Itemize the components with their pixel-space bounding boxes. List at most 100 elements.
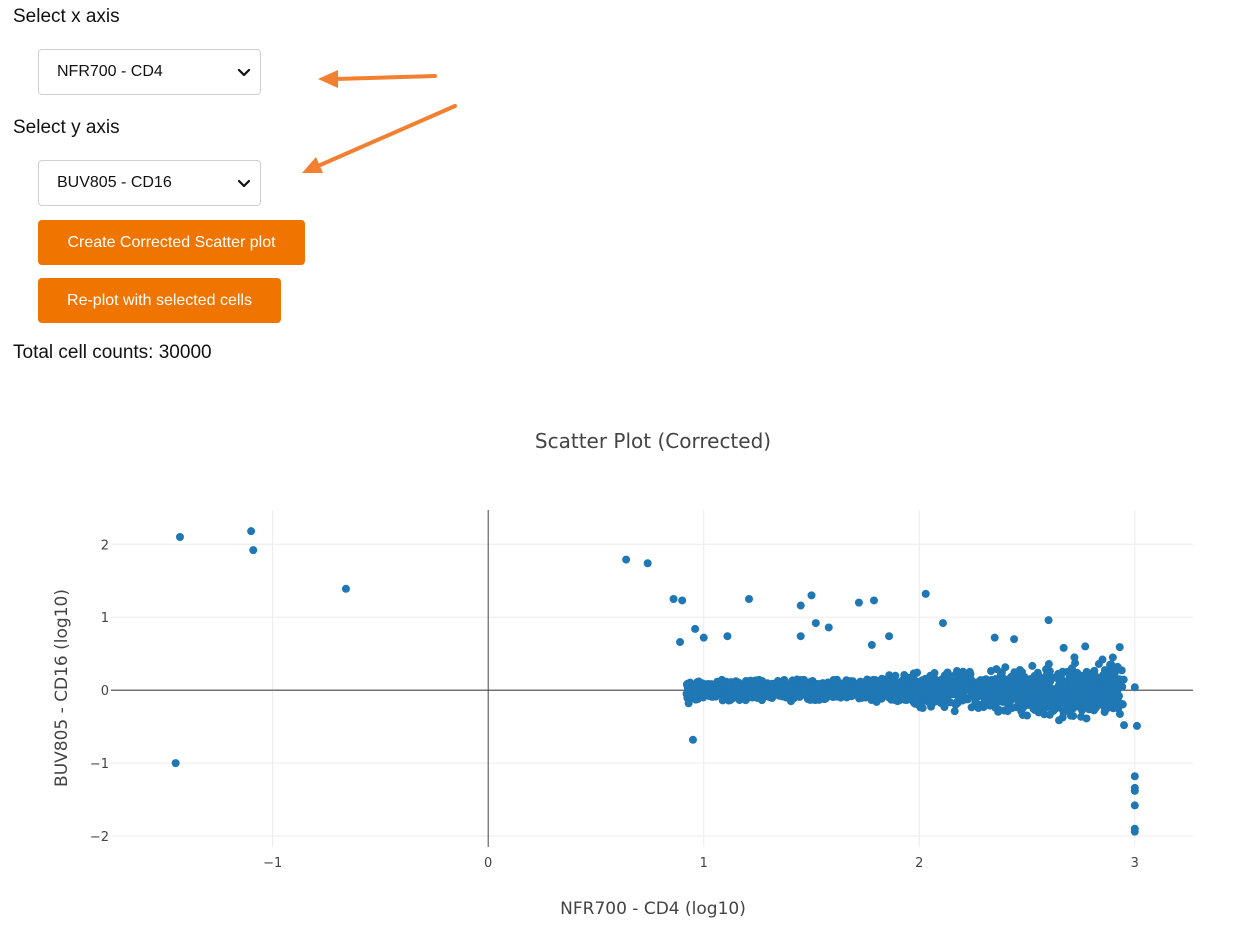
data-point[interactable] [171, 759, 180, 768]
data-point[interactable] [1028, 661, 1037, 670]
data-point[interactable] [1043, 671, 1052, 680]
data-point[interactable] [986, 694, 995, 703]
data-point[interactable] [1107, 701, 1116, 710]
data-point[interactable] [1113, 683, 1122, 692]
data-point[interactable] [952, 666, 961, 675]
data-point[interactable] [785, 682, 794, 691]
data-point[interactable] [1094, 700, 1103, 709]
data-point[interactable] [867, 640, 876, 649]
data-point[interactable] [718, 679, 727, 688]
replot-selected-cells-button[interactable]: Re-plot with selected cells [38, 278, 281, 323]
data-point[interactable] [1044, 660, 1053, 669]
data-point[interactable] [1032, 681, 1041, 690]
data-point[interactable] [688, 735, 697, 744]
data-point[interactable] [942, 681, 951, 690]
data-point[interactable] [870, 596, 879, 605]
data-point[interactable] [1059, 643, 1068, 652]
data-point[interactable] [957, 676, 966, 685]
data-point[interactable] [765, 693, 774, 702]
data-point[interactable] [856, 692, 865, 701]
data-point[interactable] [901, 686, 910, 695]
data-point[interactable] [965, 667, 974, 676]
data-point[interactable] [1018, 704, 1027, 713]
data-point[interactable] [987, 667, 996, 676]
data-point[interactable] [1006, 673, 1015, 682]
data-point[interactable] [894, 679, 903, 688]
data-point[interactable] [727, 692, 736, 701]
data-point[interactable] [1018, 710, 1027, 719]
data-point[interactable] [997, 668, 1006, 677]
data-point[interactable] [1132, 721, 1141, 730]
data-point[interactable] [981, 675, 990, 684]
data-point[interactable] [887, 678, 896, 687]
data-point[interactable] [921, 589, 930, 598]
data-point[interactable] [938, 675, 947, 684]
data-point[interactable] [1016, 669, 1025, 678]
data-point[interactable] [885, 632, 894, 641]
data-point[interactable] [854, 598, 863, 607]
data-point[interactable] [1069, 711, 1078, 720]
data-point[interactable] [938, 619, 947, 628]
x-axis-select[interactable]: NFR700 - CD4 [38, 49, 261, 95]
data-point[interactable] [1108, 695, 1117, 704]
data-point[interactable] [678, 596, 687, 605]
data-point[interactable] [800, 687, 809, 696]
data-point[interactable] [956, 689, 965, 698]
data-point[interactable] [1085, 705, 1094, 714]
data-point[interactable] [905, 673, 914, 682]
data-point[interactable] [1100, 708, 1109, 717]
data-point[interactable] [912, 696, 921, 705]
data-point[interactable] [807, 591, 816, 600]
data-point[interactable] [1130, 772, 1139, 781]
data-point[interactable] [824, 623, 833, 632]
data-point[interactable] [1014, 680, 1023, 689]
data-point[interactable] [1057, 704, 1066, 713]
data-point[interactable] [1071, 699, 1080, 708]
data-point[interactable] [683, 687, 692, 696]
data-point[interactable] [1039, 692, 1048, 701]
data-point[interactable] [746, 676, 755, 685]
data-point[interactable] [1070, 653, 1079, 662]
data-point[interactable] [1040, 710, 1049, 719]
data-point[interactable] [1080, 690, 1089, 699]
data-point[interactable] [1037, 701, 1046, 710]
data-point[interactable] [808, 687, 817, 696]
data-point[interactable] [796, 601, 805, 610]
data-point[interactable] [705, 692, 714, 701]
data-point[interactable] [1033, 674, 1042, 683]
data-point[interactable] [1077, 712, 1086, 721]
data-point[interactable] [741, 687, 750, 696]
data-point[interactable] [994, 705, 1003, 714]
data-point[interactable] [950, 707, 959, 716]
data-point[interactable] [1009, 692, 1018, 701]
data-point[interactable] [947, 689, 956, 698]
data-point[interactable] [799, 676, 808, 685]
scatter-plot[interactable]: Scatter Plot (Corrected) −1 0 1 2 3 −2−1012 … [0, 395, 1254, 935]
data-point[interactable] [885, 671, 894, 680]
data-point[interactable] [1130, 683, 1139, 692]
data-point[interactable] [891, 671, 900, 680]
data-point[interactable] [1044, 699, 1053, 708]
data-point[interactable] [1010, 635, 1019, 644]
data-point[interactable] [1025, 684, 1034, 693]
data-point[interactable] [684, 699, 693, 708]
data-point[interactable] [643, 559, 652, 568]
data-point[interactable] [676, 638, 685, 647]
data-point[interactable] [749, 684, 758, 693]
data-point[interactable] [925, 675, 934, 684]
data-point[interactable] [753, 677, 762, 686]
data-point[interactable] [694, 677, 703, 686]
data-point[interactable] [1108, 653, 1117, 662]
data-point[interactable] [1068, 682, 1077, 691]
data-point[interactable] [732, 681, 741, 690]
data-point[interactable] [749, 689, 758, 698]
data-point[interactable] [862, 685, 871, 694]
data-point[interactable] [796, 632, 805, 641]
data-point[interactable] [1029, 699, 1038, 708]
data-point[interactable] [1071, 659, 1080, 668]
data-point[interactable] [1130, 786, 1139, 795]
data-point[interactable] [1064, 694, 1073, 703]
data-point[interactable] [898, 691, 907, 700]
data-point[interactable] [934, 693, 943, 702]
data-point[interactable] [691, 624, 700, 633]
